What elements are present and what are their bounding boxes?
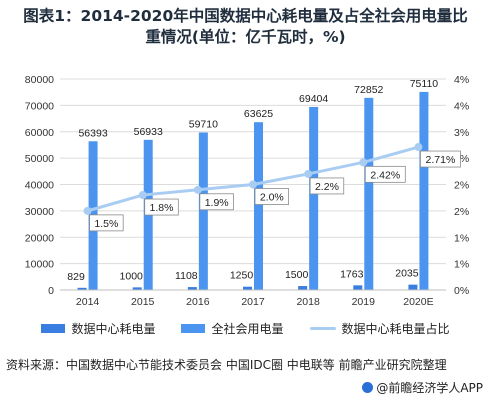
y2-tick-label: 2% (454, 206, 469, 218)
combo-chart: 0 10000 20000 30000 40000 50000 60000 70000 8000… (25, 74, 469, 308)
x-tick-label: 2018 (296, 296, 320, 308)
y-tick-label: 10000 (25, 259, 54, 271)
x-tick-label: 2016 (186, 296, 210, 308)
ratio-line: 1.5% 1.8% 1.9% 2.0% 2.2% 2.42% 2.71% (83, 143, 461, 232)
legend: 数据中心耗电量 全社会用电量 数据中心耗电量占比 (0, 320, 491, 337)
x-tick-label: 2015 (131, 296, 155, 308)
source-note: 资料来源：中国数据中心节能技术委员会 中国IDC圈 中电联等 前瞻产业研究院整理 (6, 358, 447, 372)
ratio-data-label: 1.8% (150, 202, 174, 214)
bar-dc-consumption (132, 287, 142, 290)
ratio-label-box (254, 188, 289, 205)
brand-text: @前瞻经济学人APP (376, 381, 483, 395)
data-label-dc-consumption: 1250 (230, 270, 254, 282)
bar-total-consumption (309, 106, 319, 290)
legend-label-ratio: 数据中心耗电量占比 (341, 322, 450, 336)
ratio-data-label: 2.2% (315, 181, 339, 193)
data-label-dc-consumption: 1763 (340, 268, 364, 280)
ratio-point (249, 180, 257, 189)
ratio-data-label: 1.9% (205, 197, 229, 209)
y2-tick-label: 0% (454, 285, 469, 297)
y-tick-label: 70000 (25, 100, 54, 112)
bar-dc-consumption (408, 284, 418, 290)
data-label-dc-consumption: 1108 (175, 270, 198, 282)
legend-label-dc-consumption: 数据中心耗电量 (71, 322, 156, 336)
ratio-data-label: 1.5% (94, 218, 118, 230)
bar-dc-consumption (187, 287, 197, 290)
ratio-label-box (420, 150, 461, 168)
chart-title: 图表1：2014-2020年中国数据中心耗电量及占全社会用电量比 重情况(单位：… (0, 6, 491, 48)
data-label-total-consumption: 63625 (244, 108, 273, 120)
y-tick-label: 80000 (25, 74, 54, 86)
legend-swatch-total-consumption (181, 324, 206, 333)
bar-dc-consumption (243, 286, 252, 290)
bar-total-consumption (198, 132, 208, 290)
y2-tick-label: 1% (454, 232, 469, 244)
x-tick-label: 2014 (76, 296, 100, 308)
y2-tick-label: 2% (454, 180, 469, 192)
chart-title-line-1: 图表1：2014-2020年中国数据中心耗电量及占全社会用电量比 (23, 7, 468, 25)
y2-tick-label: 1% (454, 259, 469, 271)
ratio-point (304, 169, 313, 178)
data-label-dc-consumption: 2035 (395, 268, 419, 280)
y2-tick-label: 3% (454, 127, 469, 139)
y-tick-label: 30000 (25, 206, 54, 218)
gridlines (60, 78, 446, 265)
ratio-point (83, 206, 92, 215)
ratio-point (193, 185, 202, 194)
data-label-total-consumption: 75110 (410, 78, 439, 90)
bar-dc-consumption (353, 285, 363, 290)
ratio-point (414, 143, 423, 152)
data-label-total-consumption: 56393 (78, 127, 107, 139)
data-label-total-consumption: 69404 (299, 93, 328, 105)
left-y-axis: 0 10000 20000 30000 40000 50000 60000 70000 8000… (25, 74, 54, 297)
ratio-data-label: 2.71% (426, 154, 456, 166)
data-label-dc-consumption: 829 (67, 271, 85, 283)
ratio-label-box (199, 193, 234, 211)
legend-item-total-consumption: 全社会用电量 (181, 320, 284, 337)
legend-label-total-consumption: 全社会用电量 (211, 322, 284, 336)
legend-swatch-ratio (309, 327, 336, 330)
chart-title-line-2: 重情况(单位：亿千瓦时，%) (145, 28, 346, 46)
ratio-label-box (144, 198, 179, 216)
legend-item-ratio: 数据中心耗电量占比 (309, 320, 450, 337)
y-tick-label: 0 (48, 285, 54, 297)
ratio-data-label: 2.0% (260, 192, 284, 204)
legend-swatch-dc-consumption (41, 324, 66, 333)
ratio-label-box (309, 177, 345, 195)
x-tick-label: 2019 (352, 296, 376, 308)
y2-tick-label: 4% (454, 100, 469, 112)
right-y-axis: 0%1%1%2%2%3%3%4%4% (454, 74, 469, 297)
y2-tick-label: 4% (454, 74, 469, 86)
bar-dc-consumption (298, 286, 308, 290)
y-tick-label: 40000 (25, 180, 54, 192)
ratio-point (138, 191, 147, 200)
x-tick-label: 2020E (403, 296, 433, 308)
ratio-data-label: 2.42% (370, 169, 400, 181)
data-label-dc-consumption: 1500 (285, 269, 309, 281)
bar-total-consumption (419, 91, 429, 291)
bar-total-consumption (364, 97, 374, 291)
ratio-label-box (89, 214, 124, 232)
ratio-label-box (364, 165, 406, 183)
data-label-total-consumption: 72852 (354, 84, 383, 96)
x-tick-label: 2017 (241, 296, 265, 308)
data-label-total-consumption: 56933 (134, 126, 163, 138)
y-tick-label: 60000 (25, 127, 54, 139)
y-tick-label: 50000 (25, 153, 54, 165)
ratio-point (359, 158, 368, 167)
legend-item-dc-consumption: 数据中心耗电量 (41, 320, 155, 337)
bar-dc-consumption (77, 287, 87, 290)
brand-watermark: @前瞻经济学人APP (362, 379, 483, 396)
data-label-total-consumption: 59710 (189, 119, 218, 131)
bar-total-consumption (254, 122, 263, 291)
x-axis: 2014 2015 2016 2017 2018 2019 2020E (60, 289, 446, 308)
data-label-dc-consumption: 1000 (120, 270, 144, 282)
y-tick-label: 20000 (25, 232, 54, 244)
brand-logo-icon (362, 382, 374, 393)
